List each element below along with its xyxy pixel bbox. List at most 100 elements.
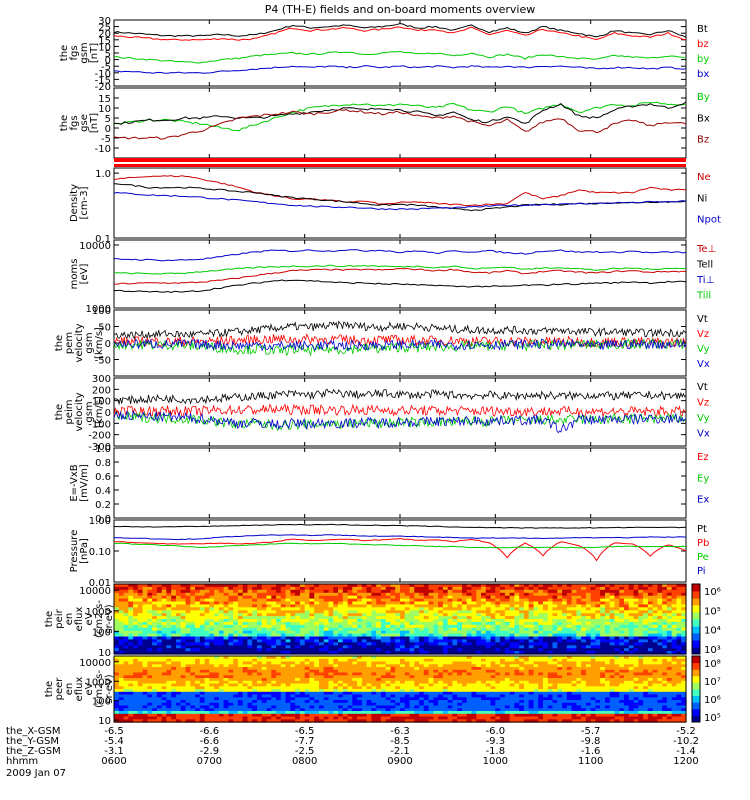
spectrogram-cell xyxy=(128,633,134,638)
spectrogram-cell xyxy=(185,616,191,620)
spectrogram-cell xyxy=(114,598,120,603)
spectrogram-cell xyxy=(481,584,487,588)
spectrogram-cell xyxy=(152,708,158,712)
series-line-fgs-gse-Bz xyxy=(113,109,687,140)
spectrogram-cell xyxy=(252,642,258,646)
ytick-label-efield: 0.2 xyxy=(95,500,111,511)
spectrogram-cell xyxy=(142,592,148,597)
spectrogram-cell xyxy=(280,601,287,605)
spectrogram-cell xyxy=(161,680,168,685)
spectrogram-cell xyxy=(666,586,673,591)
spectrogram-cell xyxy=(147,664,153,668)
spectrogram-cell xyxy=(681,584,687,588)
spectrogram-cell xyxy=(137,658,144,663)
spectrogram-cell xyxy=(466,601,473,605)
spectrogram-cell xyxy=(223,667,229,671)
spectrogram-cell xyxy=(566,613,573,617)
spectrogram-cell xyxy=(214,616,220,620)
spectrogram-cell xyxy=(261,702,268,707)
spectrogram-cell xyxy=(328,645,334,649)
spectrogram-cell xyxy=(428,705,434,709)
spectrogram-cell xyxy=(509,624,515,629)
spectrogram-cell xyxy=(447,589,454,594)
spectrogram-cell xyxy=(309,633,315,638)
spectrogram-cell xyxy=(614,636,620,640)
spectrogram-cell xyxy=(247,645,253,649)
spectrogram-cell xyxy=(118,700,125,704)
spectrogram-cell xyxy=(581,592,587,597)
spectrogram-cell xyxy=(371,639,377,643)
spectrogram-cell xyxy=(185,651,191,655)
spectrogram-cell xyxy=(180,700,187,704)
spectrogram-cell xyxy=(357,656,363,660)
ytick-label-pressure: 0.10 xyxy=(89,547,111,558)
spectrogram-cell xyxy=(400,610,406,614)
spectrogram-cell xyxy=(218,658,225,663)
spectrogram-cell xyxy=(290,700,296,704)
spectrogram-cell xyxy=(218,702,225,707)
spectrogram-cell xyxy=(666,601,673,605)
spectrogram-cell xyxy=(428,584,434,588)
spectrogram-cell xyxy=(247,642,253,646)
series-line-pressure-Pi xyxy=(113,534,687,541)
series-line-vel-peim-Vt xyxy=(113,388,687,406)
spectrogram-cell xyxy=(647,604,654,608)
spectrogram-cell xyxy=(228,621,234,626)
spectrogram-cell xyxy=(380,633,387,638)
spectrogram-cell xyxy=(328,675,334,679)
spectrogram-cell xyxy=(161,633,168,638)
spectrogram-cell xyxy=(509,645,515,649)
spectrogram-cell xyxy=(557,648,563,652)
legend-vel-peim-Vt: Vt xyxy=(697,382,708,393)
spectrogram-cell xyxy=(185,708,191,712)
spectrogram-cell xyxy=(338,633,344,638)
spectrogram-cell xyxy=(242,713,249,718)
spectrogram-cell xyxy=(419,689,425,693)
spectrogram-cell xyxy=(347,661,353,665)
spectrogram-cell xyxy=(380,694,387,698)
spectrogram-cell xyxy=(161,636,168,640)
spectrogram-cell xyxy=(614,630,620,635)
spectrogram-cell xyxy=(409,633,415,638)
spectrogram-cell xyxy=(538,636,544,640)
spectrogram-cell xyxy=(614,613,620,617)
spectrogram-cell xyxy=(438,658,444,663)
spectrogram-cell xyxy=(662,630,668,635)
spectrogram-cell xyxy=(409,669,415,674)
spectrogram-cell xyxy=(285,595,291,600)
spectrogram-cell xyxy=(566,619,573,623)
spectrogram-cell xyxy=(166,648,172,652)
spectrogram-cell xyxy=(657,639,663,643)
spectrogram-cell xyxy=(471,636,477,640)
spectrogram-cell xyxy=(266,586,272,591)
spectrogram-cell xyxy=(462,607,468,611)
spectrogram-cell xyxy=(581,630,587,635)
spectrogram-cell xyxy=(299,719,306,723)
spectrogram-cell xyxy=(643,586,649,591)
legend-temperature-Till: Till xyxy=(696,291,711,302)
spectrogram-cell xyxy=(390,678,396,682)
spectrogram-cell xyxy=(433,716,439,720)
spectrogram-cell xyxy=(114,648,120,652)
spectrogram-cell xyxy=(280,589,287,594)
colorbar-cell-peir xyxy=(692,626,700,634)
spectrogram-cell xyxy=(114,639,120,643)
spectrogram-cell xyxy=(428,630,434,635)
spectrogram-cell xyxy=(347,610,353,614)
spectrogram-cell xyxy=(504,630,511,635)
spectrogram-cell xyxy=(323,584,330,588)
spectrogram-cell xyxy=(128,694,134,698)
spectrogram-cell xyxy=(600,624,606,629)
spectrogram-cell xyxy=(323,669,330,674)
spectrogram-cell xyxy=(657,607,663,611)
spectrogram-cell xyxy=(462,619,468,623)
spectrogram-cell xyxy=(523,616,530,620)
spectrogram-cell xyxy=(509,651,515,655)
spectrogram-cell xyxy=(400,694,406,698)
spectrogram-cell xyxy=(447,667,454,671)
spectrogram-cell xyxy=(295,630,301,635)
spectrogram-cell xyxy=(137,630,144,635)
ylabel-peir-line: en xyxy=(64,613,75,626)
spectrogram-cell xyxy=(419,683,425,687)
spectrogram-cell xyxy=(152,598,158,603)
